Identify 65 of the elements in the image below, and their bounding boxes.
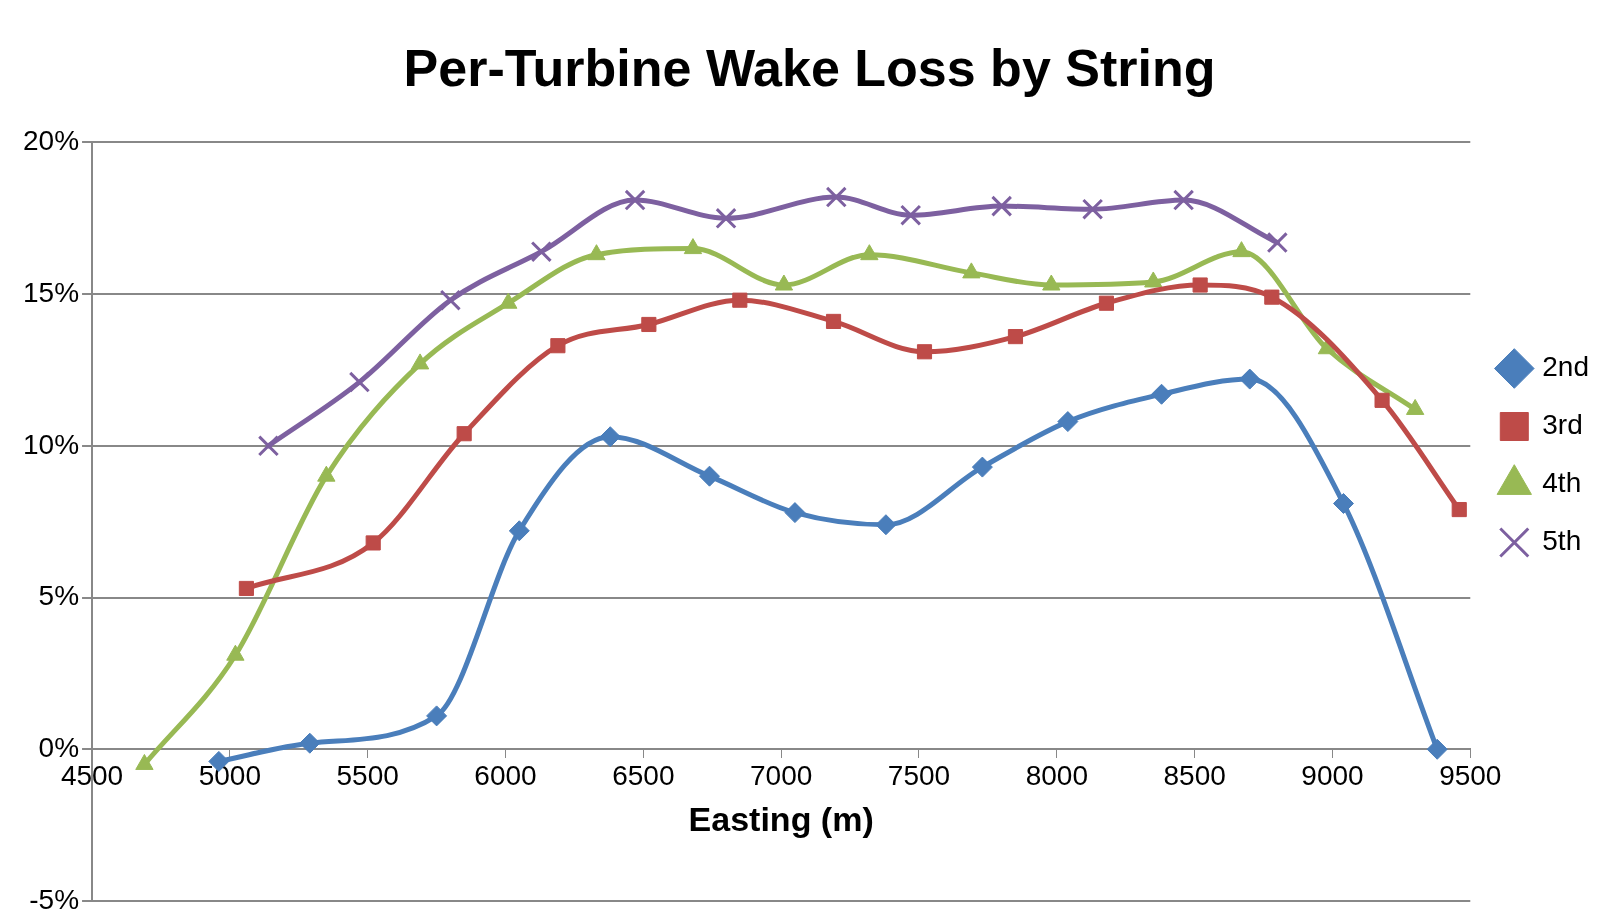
- point: [825, 186, 847, 208]
- x-axis-title: Easting (m): [688, 799, 874, 838]
- legend-label: 2nd: [1542, 351, 1589, 383]
- point: [990, 195, 1013, 217]
- point: [439, 289, 462, 311]
- point: [365, 535, 381, 551]
- x-tick-label: 6500: [612, 759, 675, 791]
- y-tick-label: 15%: [22, 276, 80, 308]
- point: [784, 502, 806, 524]
- y-tick-label: -5%: [29, 883, 80, 915]
- point: [238, 580, 254, 597]
- point: [900, 204, 922, 226]
- point: [916, 344, 933, 360]
- point: [875, 514, 897, 536]
- point: [860, 244, 879, 261]
- point: [1232, 241, 1251, 258]
- point: [426, 705, 448, 727]
- point: [1081, 198, 1104, 220]
- point: [1098, 295, 1114, 311]
- point: [1151, 383, 1173, 405]
- legend-label: 4th: [1542, 467, 1582, 499]
- point: [456, 426, 472, 442]
- point: [1374, 392, 1390, 408]
- point: [550, 338, 566, 354]
- point: [1192, 277, 1208, 293]
- point: [732, 292, 748, 308]
- legend-label: 5th: [1542, 525, 1582, 557]
- chart-title: Per-Turbine Wake Loss by String: [403, 38, 1216, 97]
- point: [715, 207, 737, 229]
- point: [962, 262, 981, 279]
- point: [641, 316, 657, 333]
- point: [624, 189, 646, 211]
- point: [348, 371, 371, 393]
- point: [1007, 329, 1024, 345]
- point: [683, 238, 703, 255]
- x-tick-label: 8000: [1025, 759, 1088, 791]
- x-tick-label: 5000: [198, 759, 262, 791]
- x-tick-label: 7000: [750, 759, 813, 791]
- point: [1266, 231, 1289, 254]
- x-tick-label: 5500: [336, 759, 399, 791]
- point: [599, 426, 621, 448]
- x-tick-label: 6000: [474, 759, 537, 791]
- y-tick-label: 10%: [22, 428, 80, 460]
- point: [1057, 411, 1079, 433]
- y-tick-label: 20%: [22, 125, 80, 157]
- point: [508, 520, 530, 542]
- point: [1451, 501, 1467, 518]
- point: [530, 240, 553, 263]
- x-tick-label: 9000: [1301, 759, 1364, 791]
- point: [698, 465, 720, 487]
- point: [1426, 738, 1448, 760]
- x-tick-label: 7500: [887, 759, 951, 791]
- point: [257, 435, 280, 457]
- x-tick-label: 8500: [1163, 759, 1226, 791]
- point: [971, 456, 993, 478]
- legend-label: 3rd: [1542, 409, 1583, 441]
- x-tick-label: 9500: [1439, 759, 1502, 791]
- point: [1239, 368, 1261, 390]
- point: [1332, 492, 1354, 514]
- point: [587, 244, 606, 261]
- y-tick-label: 5%: [38, 580, 80, 612]
- point: [299, 732, 321, 754]
- point: [1172, 189, 1195, 211]
- point: [1264, 289, 1280, 305]
- point: [825, 313, 842, 329]
